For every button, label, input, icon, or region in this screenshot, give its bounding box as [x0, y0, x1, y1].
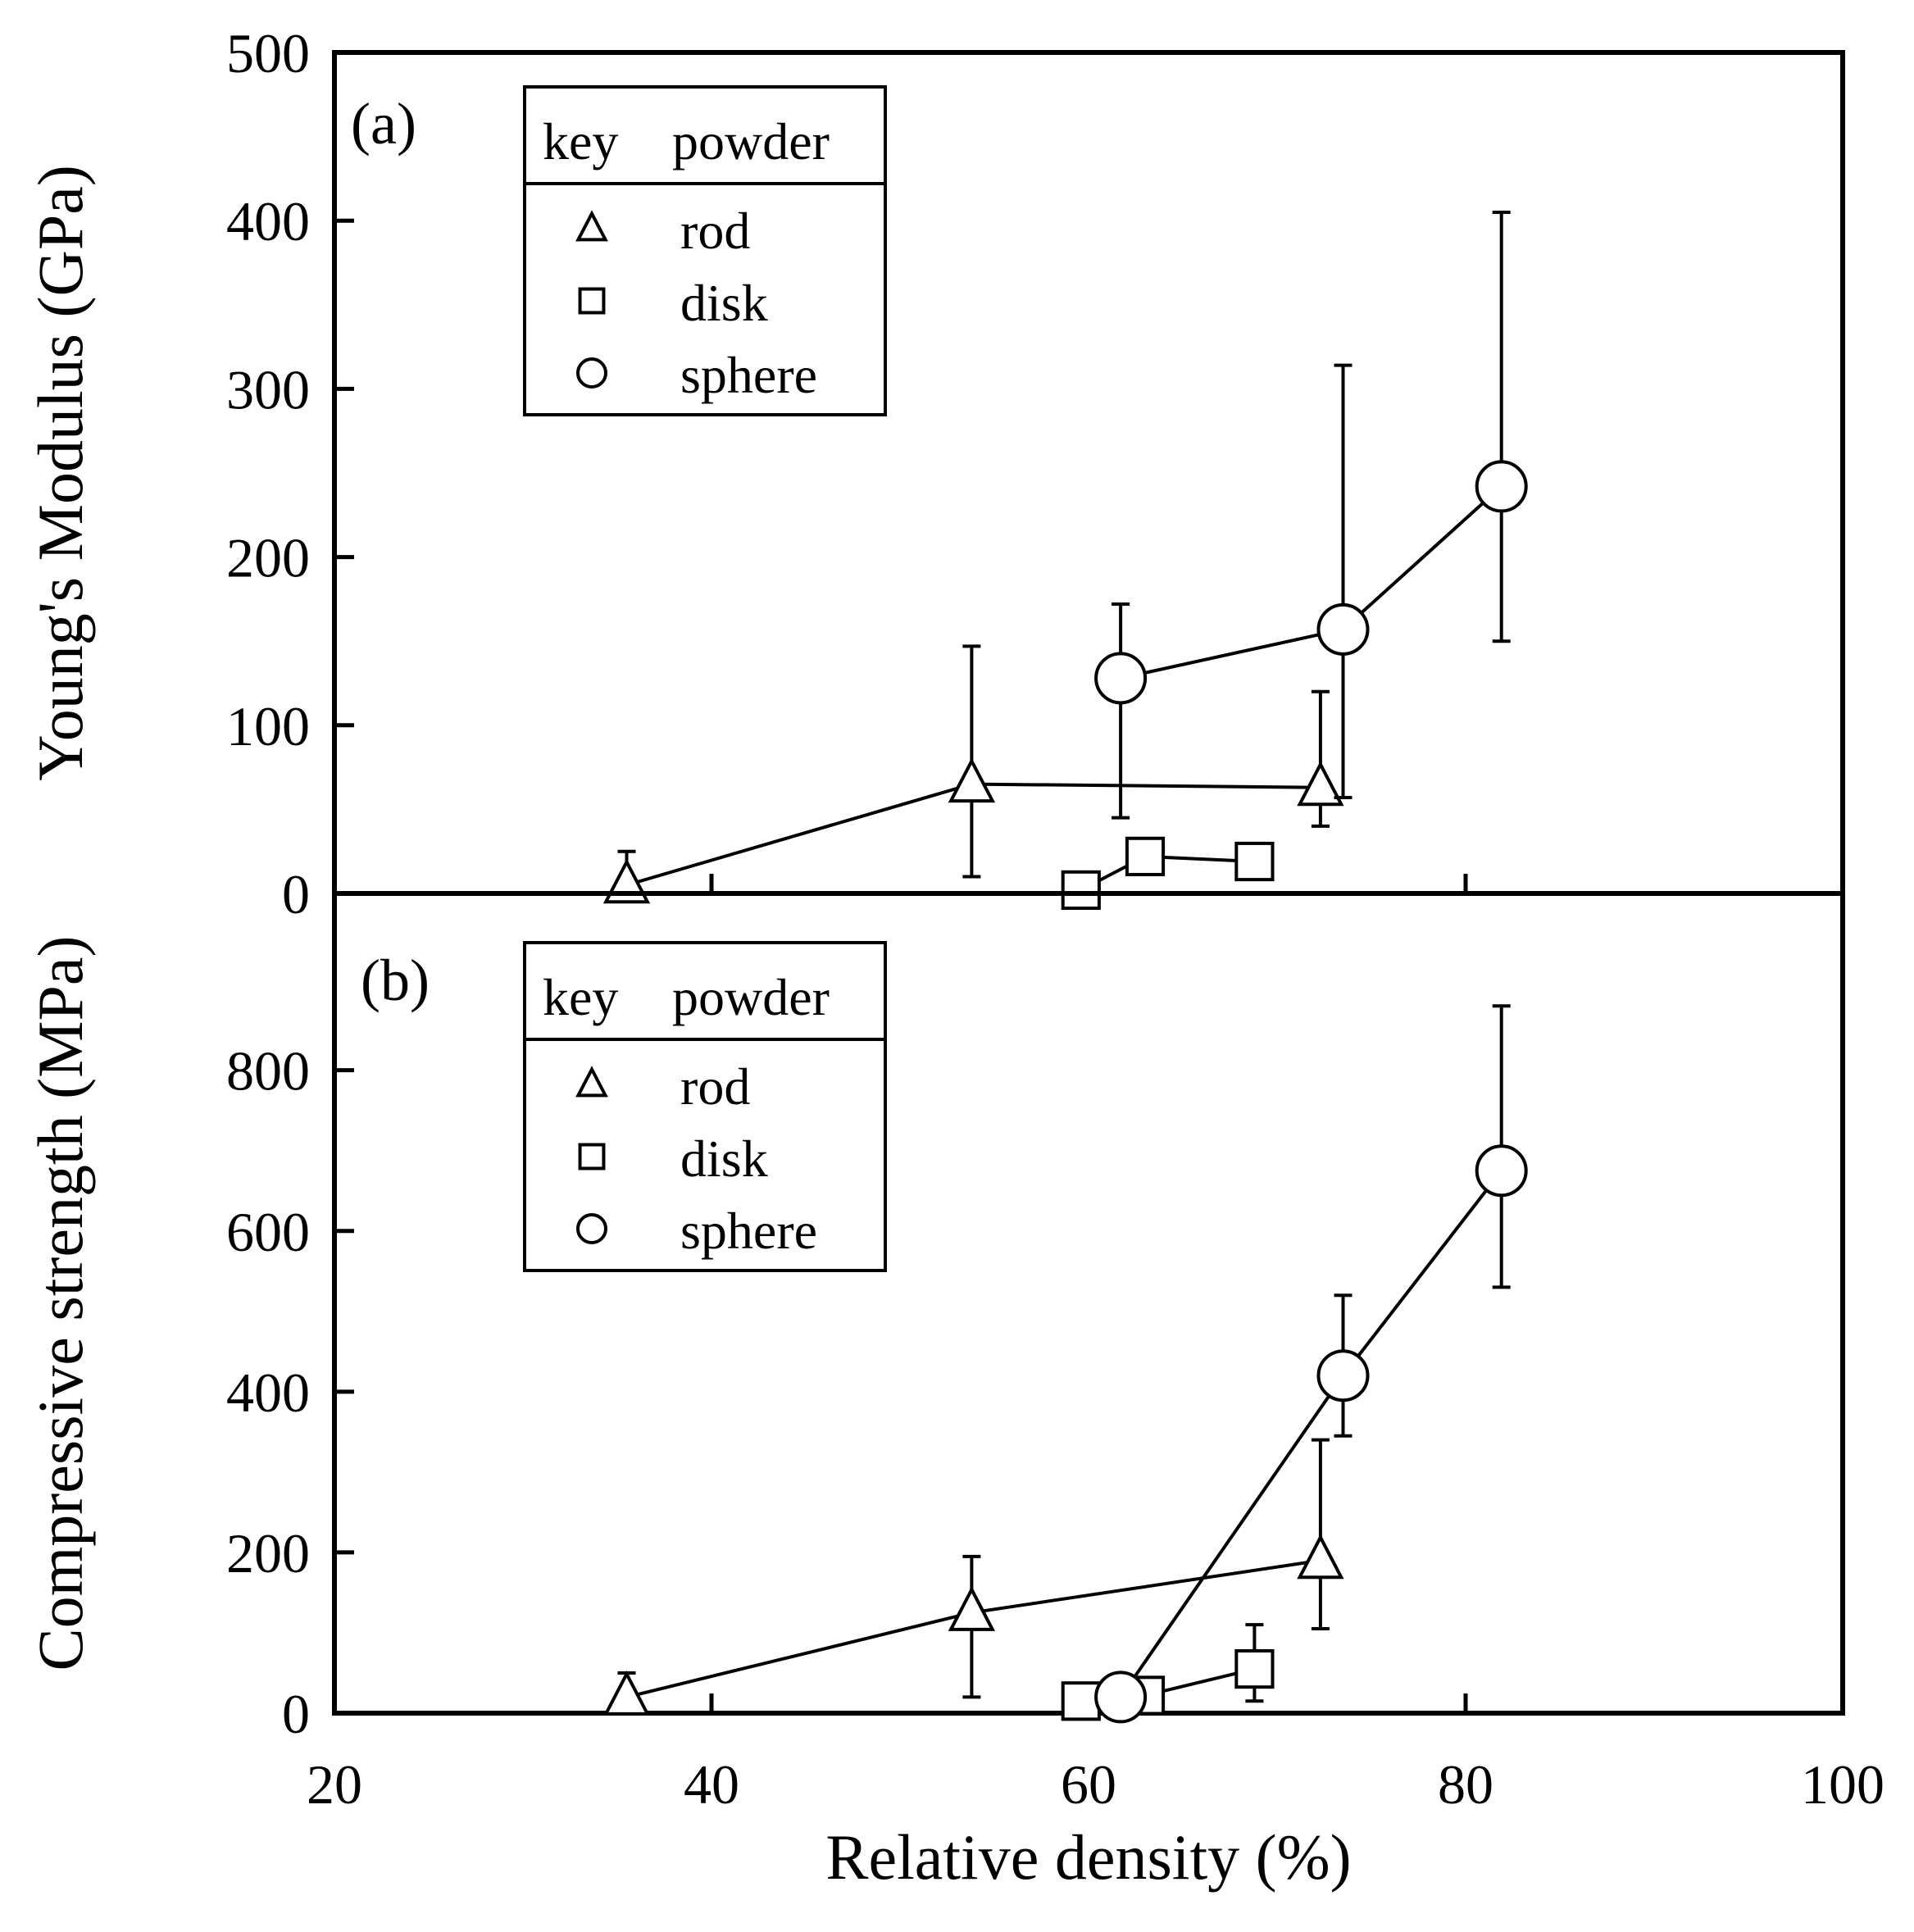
panel-a-label: (a)	[351, 91, 416, 157]
y-tick-label: 0	[282, 1683, 310, 1745]
y-tick-label: 200	[226, 527, 310, 589]
y-tick-label: 800	[226, 1040, 310, 1102]
y-tick-label: 500	[226, 22, 310, 84]
legend-label-disk: disk	[680, 1130, 768, 1188]
series-line-sphere	[1119, 1170, 1503, 1698]
data-point-disk	[1061, 1681, 1101, 1721]
x-tick-label: 20	[307, 1753, 362, 1816]
data-point-disk	[1125, 836, 1166, 876]
panel-b-label: (b)	[361, 948, 430, 1013]
data-point-rod	[602, 1670, 651, 1716]
panel-a-plot: (a) Young's Modulus (GPa) 0 100 200 300 400 5…	[25, 22, 1845, 925]
series-line-sphere	[1120, 484, 1503, 680]
x-tick-label: 80	[1438, 1753, 1493, 1816]
panel-a-y-axis-title: Young's Modulus (GPa)	[25, 165, 96, 781]
data-point-sphere	[1475, 1144, 1528, 1198]
legend-header-key: key	[543, 968, 618, 1026]
data-point-rod	[948, 757, 996, 803]
data-point-sphere	[1094, 1671, 1148, 1724]
legend-marker-rod	[575, 1066, 608, 1098]
y-tick-label: 200	[226, 1522, 310, 1584]
legend: key powder rod disk sphere	[523, 941, 887, 1272]
data-point-sphere	[1316, 1349, 1370, 1402]
y-tick-label: 300	[226, 358, 310, 420]
legend-label-sphere: sphere	[680, 346, 817, 404]
y-tick-label: 0	[282, 863, 310, 925]
x-axis-title: Relative density (%)	[825, 1821, 1351, 1893]
x-tick-label: 60	[1061, 1753, 1116, 1816]
legend-label-disk: disk	[680, 274, 768, 332]
data-point-sphere	[1316, 602, 1370, 656]
data-point-sphere	[1475, 460, 1528, 513]
panel-b-plot: (b) Compressive strength (MPa) 0 200 400 60…	[25, 891, 1884, 1816]
data-point-disk	[1234, 1648, 1275, 1689]
x-tick-label: 100	[1801, 1753, 1884, 1816]
legend-label-sphere: sphere	[680, 1202, 817, 1260]
y-tick-label: 600	[226, 1201, 310, 1263]
legend-marker-rod	[575, 210, 608, 242]
legend-label-rod: rod	[680, 1057, 750, 1116]
legend-marker-sphere	[576, 1213, 607, 1244]
y-tick-label: 400	[226, 190, 310, 252]
data-point-sphere	[1094, 652, 1148, 705]
data-point-disk	[1234, 841, 1275, 882]
x-tick-label: 40	[684, 1753, 739, 1816]
legend-marker-disk	[578, 1143, 606, 1171]
legend-header-powder: powder	[672, 112, 830, 170]
legend-marker-sphere	[576, 357, 607, 389]
data-point-rod	[948, 1585, 996, 1631]
data-point-disk	[1061, 870, 1101, 910]
legend-label-rod: rod	[680, 202, 750, 260]
y-tick-label: 100	[226, 695, 310, 757]
legend-header-powder: powder	[672, 968, 830, 1026]
series-line-disk	[1080, 854, 1255, 892]
panel-b-y-axis-title: Compressive strength (MPa)	[25, 936, 96, 1671]
y-tick-label: 400	[226, 1361, 310, 1424]
legend-header-key: key	[543, 112, 618, 170]
legend: key powder rod disk sphere	[523, 85, 887, 416]
data-point-rod	[1297, 1534, 1344, 1580]
legend-marker-disk	[578, 287, 606, 315]
data-point-rod	[1297, 761, 1344, 807]
